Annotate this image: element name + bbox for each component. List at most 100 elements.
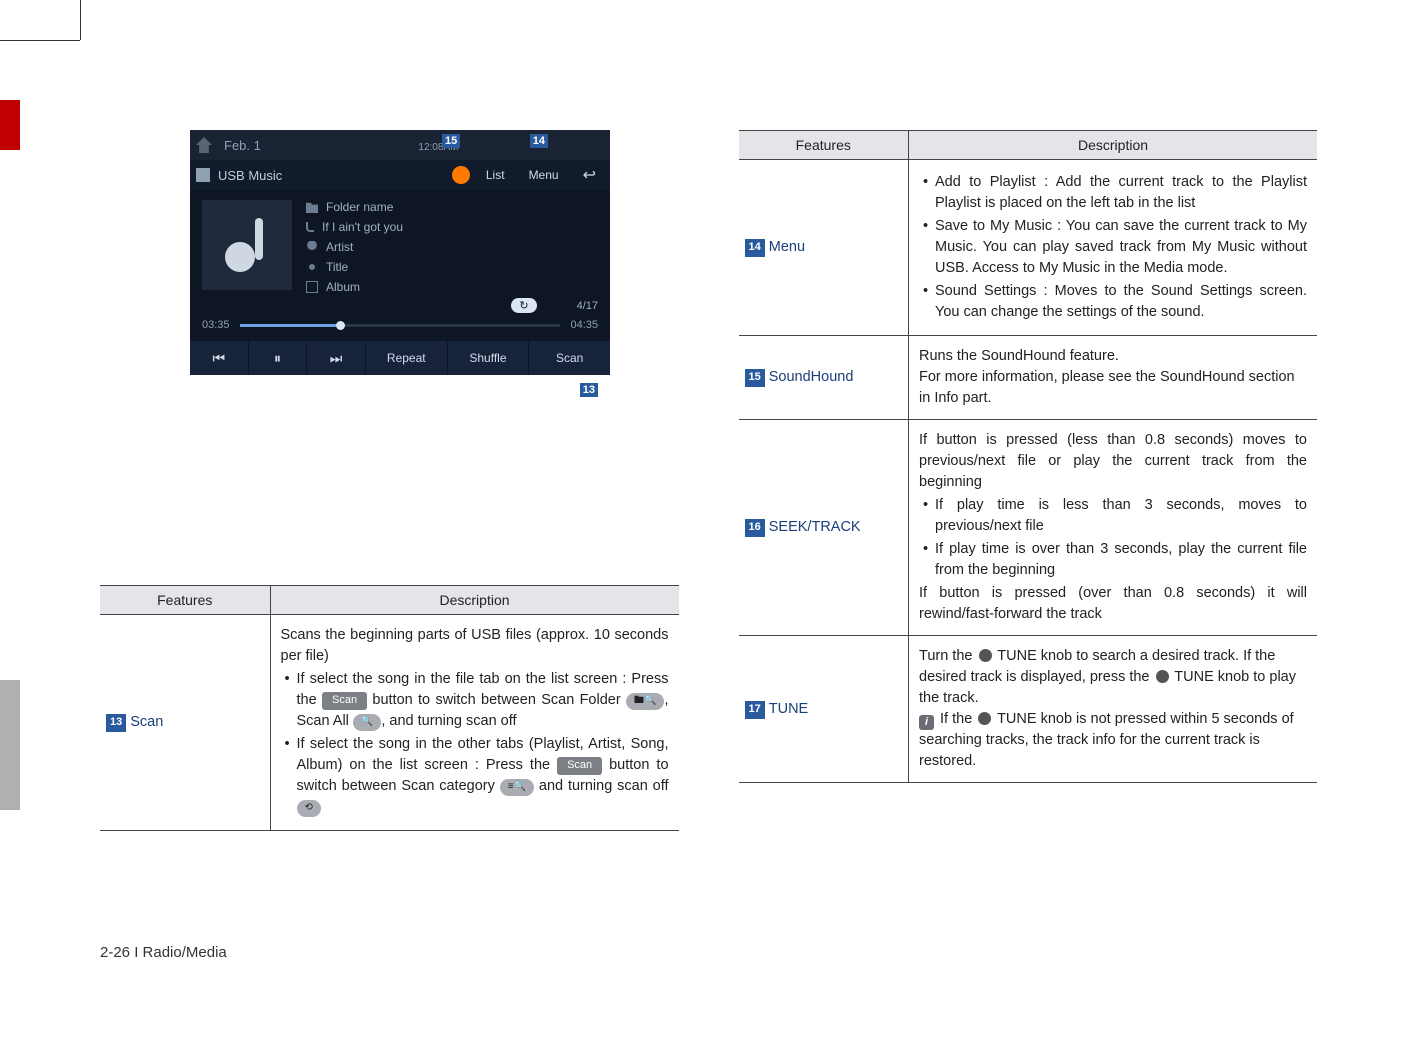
row-sh-desc: Runs the SoundHound feature. For more in… [909,336,1318,420]
scan-intro: Scans the beginning parts of USB files (… [281,625,669,667]
scan-button[interactable]: Scan [529,341,610,375]
seek-p2: If button is pressed (over than 0.8 seco… [919,583,1307,625]
left-column: 15 14 Feb. 1 12:08AM USB Music List Menu… [100,60,679,991]
meta-song: If I ain't got you [322,220,403,234]
progress-bar[interactable] [240,324,561,327]
table-header-row: Features Description [100,586,679,615]
numbox-17: 17 [745,701,765,719]
repeat-button[interactable]: Repeat [366,341,448,375]
row-scan-label-cell: 13Scan [100,615,270,831]
scan-bullets: If select the song in the file tab on th… [281,669,669,818]
folder-icon [306,201,318,213]
time-value: 12:08 [418,142,443,153]
numbox-13: 13 [106,714,126,732]
menu-b2: Save to My Music : You can save the curr… [923,216,1307,279]
row-seek: 16SEEK/TRACK If button is pressed (less … [739,420,1318,636]
seek-b2: If play time is over than 3 seconds, pla… [923,539,1307,581]
scan-bullet-2: If select the song in the other tabs (Pl… [285,734,669,818]
row-sh-label: SoundHound [769,369,854,385]
grey-side-tab [0,680,20,810]
scan-off-icon: ⟲ [297,800,321,817]
info-icon: i [919,715,934,730]
repeat-indicator-icon: ↻ [511,298,536,313]
callout-13: 13 [580,383,598,397]
callout-14: 14 [530,134,548,148]
back-icon[interactable]: ↩ [575,165,604,185]
progress-bar-row: 03:35 04:35 [190,317,610,341]
red-side-tab [0,100,20,150]
scan-bullet-1: If select the song in the file tab on th… [285,669,669,732]
meta-artist: Artist [326,240,353,254]
menu-b3: Sound Settings : Moves to the Sound Sett… [923,281,1307,323]
numbox-16: 16 [745,519,765,537]
row-menu-label-cell: 14Menu [739,160,909,336]
numbox-14: 14 [745,239,765,257]
scan-all-icon: 🔍 [353,714,381,731]
tune-line1: Turn the TUNE knob to search a desired t… [919,646,1307,709]
t: and turning scan off [534,778,668,794]
scan-pill-2: Scan [557,757,602,775]
device-controls: ⏮ ⏸ ⏭ Repeat Shuffle Scan [190,341,610,375]
time-total: 04:35 [570,319,598,331]
usb-icon [196,168,210,182]
t: Turn the [919,648,977,664]
tune-knob-icon [979,649,992,662]
right-features-table: Features Description 14Menu Add to Playl… [739,130,1318,783]
numbox-15: 15 [745,369,765,387]
device-date: Feb. 1 [224,138,261,153]
row-menu: 14Menu Add to Playlist : Add the current… [739,160,1318,336]
header-description: Description [909,131,1318,160]
soundhound-icon[interactable] [452,166,470,184]
row-seek-label-cell: 16SEEK/TRACK [739,420,909,636]
tune-knob-icon [978,712,991,725]
meta-title: Title [326,260,348,274]
row-menu-label: Menu [769,239,805,255]
right-column: Features Description 14Menu Add to Playl… [739,60,1318,991]
header-description: Description [270,586,679,615]
device-sub-bar: USB Music List Menu ↩ [190,160,610,190]
row-soundhound: 15SoundHound Runs the SoundHound feature… [739,336,1318,420]
row-scan: 13Scan Scans the beginning parts of USB … [100,615,679,831]
row-seek-desc: If button is pressed (less than 0.8 seco… [909,420,1318,636]
list-button[interactable]: List [478,168,513,182]
song-icon [306,222,314,232]
scan-folder-icon: 🖿🔍 [626,693,664,710]
album-art [202,200,292,290]
page-footer: 2-26 I Radio/Media [100,944,227,961]
tune-knob-icon [1156,670,1169,683]
seek-bullets: If play time is less than 3 seconds, mov… [919,495,1307,581]
row-tune-label: TUNE [769,701,808,717]
pause-icon: ⏸ [274,350,281,367]
progress-thumb-icon[interactable] [336,321,345,330]
row-tune: 17TUNE Turn the TUNE knob to search a de… [739,636,1318,783]
row-sh-label-cell: 15SoundHound [739,336,909,420]
device-main: Folder name If I ain't got you Artist Ti… [190,190,610,298]
row-tune-label-cell: 17TUNE [739,636,909,783]
menu-bullets: Add to Playlist : Add the current track … [919,172,1307,323]
device-counts: ↻ 4/17 [190,298,610,317]
home-icon[interactable] [196,137,212,153]
prev-icon: ⏮ [213,350,226,367]
scan-cat-icon: ≡🔍 [500,779,534,796]
tune-line2: i If the TUNE knob is not pressed within… [919,709,1307,772]
music-note-icon [225,218,269,272]
time-elapsed: 03:35 [202,319,230,331]
row-scan-label: Scan [130,714,163,730]
scan-pill-1: Scan [322,692,367,710]
track-metadata: Folder name If I ain't got you Artist Ti… [306,200,598,294]
seek-p1: If button is pressed (less than 0.8 seco… [919,430,1307,493]
track-counter: 4/17 [577,300,598,312]
menu-button[interactable]: Menu [521,168,567,182]
pause-button[interactable]: ⏸ [249,341,308,375]
prev-button[interactable]: ⏮ [190,341,249,375]
left-table-wrap: Features Description 13Scan Scans the be… [100,585,679,831]
menu-b1: Add to Playlist : Add the current track … [923,172,1307,214]
seek-b1: If play time is less than 3 seconds, mov… [923,495,1307,537]
t: button to switch between Scan Folder [367,692,626,708]
mode-label: USB Music [218,168,282,183]
header-features: Features [100,586,270,615]
artist-icon [306,241,318,253]
next-button[interactable]: ⏭ [307,341,366,375]
shuffle-button[interactable]: Shuffle [448,341,530,375]
meta-album: Album [326,280,360,294]
